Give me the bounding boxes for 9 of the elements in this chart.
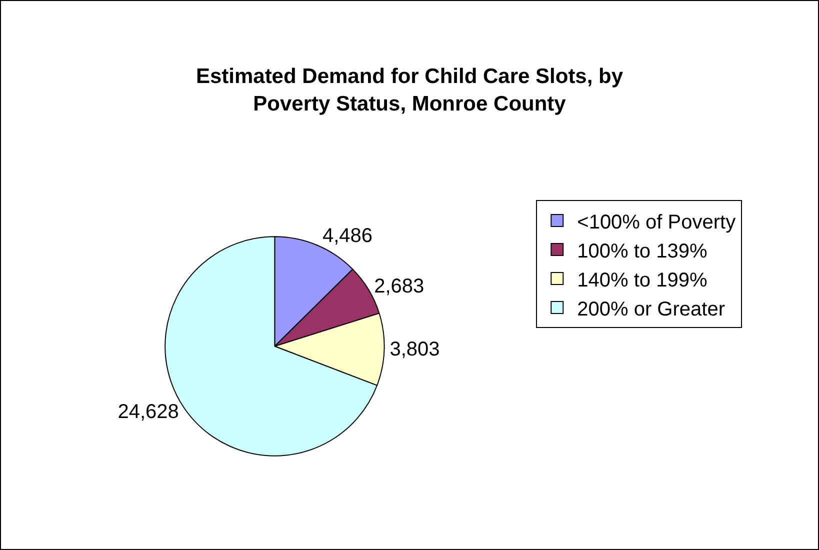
chart-title: Estimated Demand for Child Care Slots, by Poverty Status, Monroe County <box>196 65 624 116</box>
legend-label: 140% to 199% <box>577 269 708 292</box>
data-label: 4,486 <box>322 224 373 247</box>
legend-label: 200% or Greater <box>577 298 726 320</box>
data-label: 24,628 <box>118 400 179 423</box>
data-label: 2,683 <box>374 276 424 298</box>
legend-label: 100% to 139% <box>577 240 708 262</box>
legend-label: <100% of Poverty <box>577 211 736 234</box>
data-label: 3,803 <box>390 338 440 361</box>
